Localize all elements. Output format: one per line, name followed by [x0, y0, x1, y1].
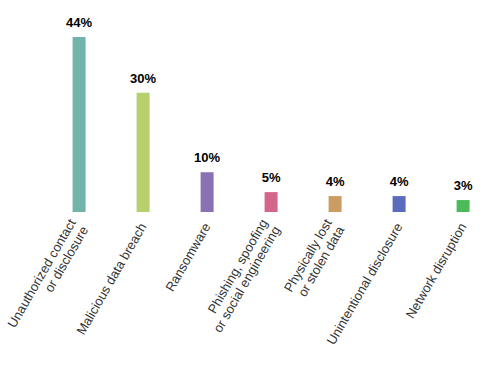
svg-text:Malicious data breach: Malicious data breach: [73, 220, 149, 337]
svg-text:4%: 4%: [390, 174, 409, 189]
svg-text:3%: 3%: [454, 178, 473, 193]
svg-text:10%: 10%: [194, 150, 220, 165]
svg-text:Physically lostor stolen data: Physically lostor stolen data: [281, 216, 348, 302]
svg-text:Network disruption: Network disruption: [403, 220, 470, 321]
svg-text:5%: 5%: [262, 170, 281, 185]
svg-text:30%: 30%: [130, 71, 156, 86]
svg-text:Phishing, spoofingor social en: Phishing, spoofingor social engineering: [198, 216, 283, 335]
svg-text:Unintentional disclosure: Unintentional disclosure: [324, 220, 406, 347]
svg-text:Ransomware: Ransomware: [162, 220, 213, 294]
svg-text:4%: 4%: [326, 174, 345, 189]
svg-text:44%: 44%: [66, 15, 92, 30]
